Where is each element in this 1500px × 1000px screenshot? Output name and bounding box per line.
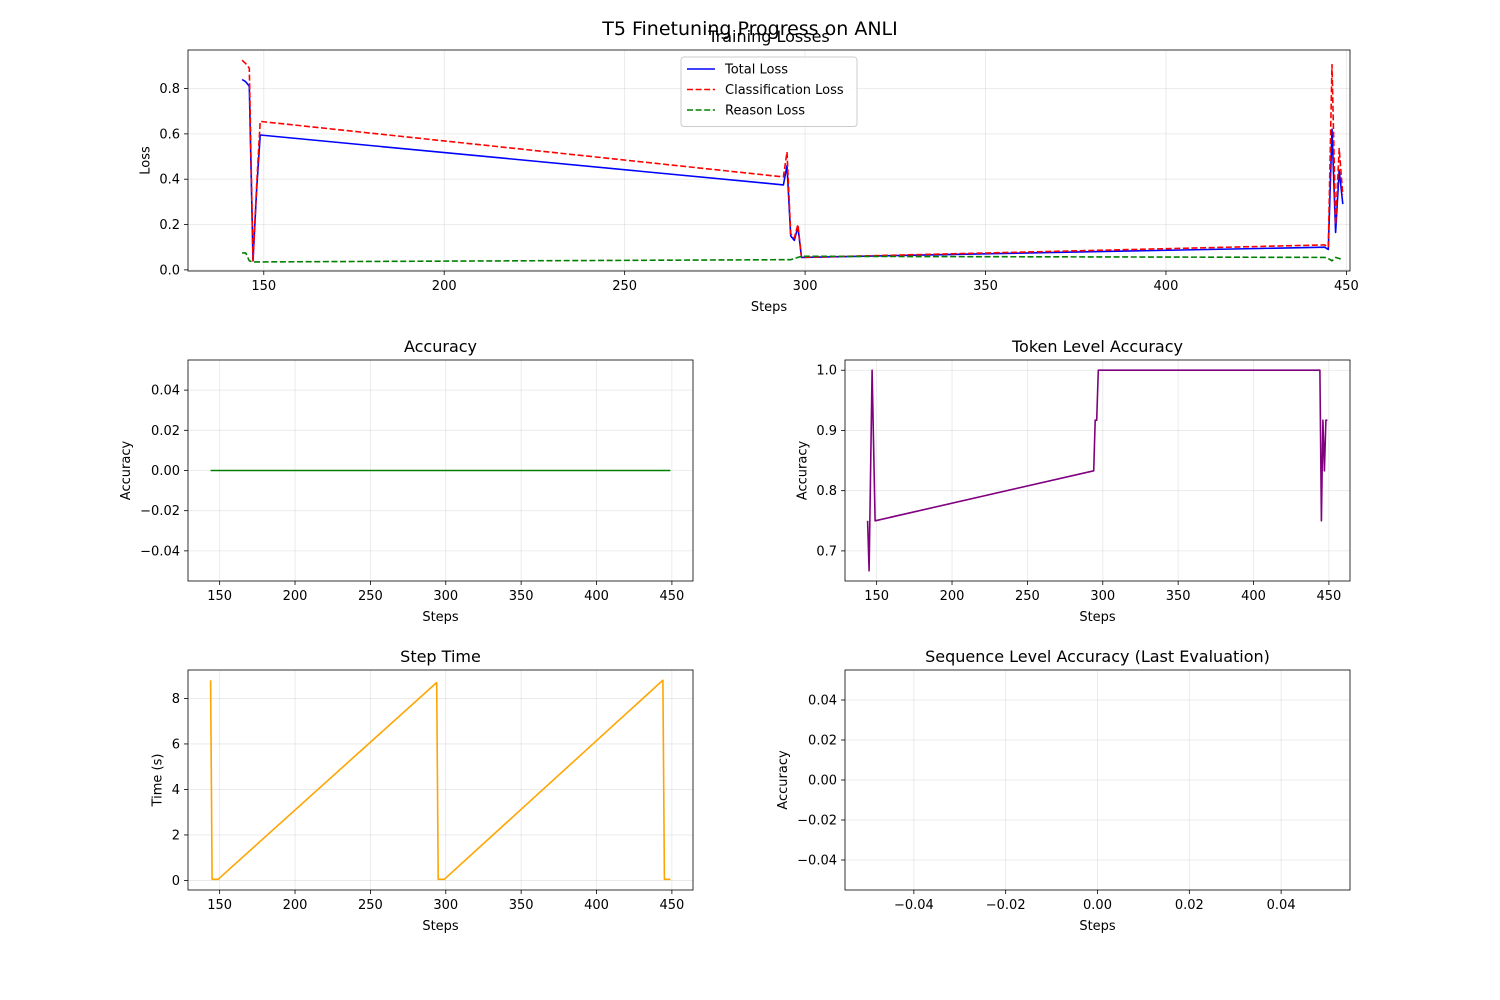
x-tick-label: 450	[659, 589, 684, 604]
y-tick-label: 1.0	[816, 364, 837, 379]
chart-accuracy: 150 200 250 300 350 400 450 −0.04 −0.02 0.00 0.02 0…	[119, 337, 694, 625]
x-tick-label: 300	[793, 279, 818, 294]
chart-title: Training Losses	[707, 27, 830, 46]
x-tick-label: 150	[207, 898, 232, 913]
chart-title: Token Level Accuracy	[1011, 337, 1183, 356]
plot-frame	[187, 669, 694, 891]
legend-box	[680, 56, 858, 127]
y-tick-label: 0.4	[159, 173, 180, 188]
chart-losses: 150 200 250 300 350 400 450 0.0 0.2 0.4 0.6 0.8 Trai…	[138, 27, 1358, 315]
x-tick-label: 200	[283, 898, 308, 913]
y-tick-label: 8	[172, 692, 180, 707]
plot-frame	[187, 49, 1351, 272]
y-tick-label: 0.8	[159, 82, 180, 97]
figure-title: T5 Finetuning Progress on ANLI	[601, 18, 897, 40]
y-tick-label: 0.00	[151, 464, 180, 479]
y-axis-label: Loss	[138, 146, 153, 175]
y-tick-label: −0.04	[140, 544, 180, 559]
x-tick-label: 0.02	[1175, 898, 1204, 913]
y-tick-label: 0.6	[159, 127, 180, 142]
y-tick-label: −0.02	[797, 814, 837, 829]
x-tick-label: 150	[864, 589, 889, 604]
plot-frame	[844, 669, 1351, 891]
x-axis-label: Steps	[1079, 919, 1116, 934]
x-tick-label: 300	[433, 898, 458, 913]
x-tick-label: 350	[509, 589, 534, 604]
plot-frame	[844, 359, 1351, 582]
x-tick-label: 400	[584, 898, 609, 913]
chart-step_time: 150 200 250 300 350 400 450 0 2 4 6 8 Step Time Steps…	[151, 647, 694, 934]
y-tick-label: 0	[172, 874, 180, 889]
y-tick-label: 2	[172, 828, 180, 843]
chart-sequence_accuracy: −0.04 −0.02 0.00 0.02 0.04 −0.04 −0.02 0.00 0.02…	[776, 647, 1351, 934]
x-tick-label: 300	[433, 589, 458, 604]
x-tick-label: 400	[1154, 279, 1179, 294]
x-tick-label: 150	[207, 589, 232, 604]
legend: Total Loss Classification Loss Reason Loss	[680, 56, 858, 127]
x-axis-label: Steps	[422, 610, 459, 625]
x-tick-label: 450	[659, 898, 684, 913]
x-axis-label: Steps	[1079, 610, 1116, 625]
y-tick-label: 0.8	[816, 484, 837, 499]
x-tick-label: 450	[1316, 589, 1341, 604]
x-tick-label: 450	[1334, 279, 1359, 294]
x-tick-label: 150	[251, 279, 276, 294]
x-tick-label: 350	[509, 898, 534, 913]
chart-title: Step Time	[400, 647, 481, 666]
y-tick-label: 0.7	[816, 544, 837, 559]
y-tick-label: 0.04	[151, 384, 180, 399]
x-tick-label: 350	[1166, 589, 1191, 604]
x-tick-label: 400	[1241, 589, 1266, 604]
y-tick-label: 0.04	[808, 694, 837, 709]
x-tick-label: 200	[940, 589, 965, 604]
x-tick-label: 250	[358, 898, 383, 913]
x-tick-label: 350	[973, 279, 998, 294]
plot-frame	[187, 359, 694, 582]
series-line-reason-loss	[242, 252, 1344, 263]
x-tick-label: 250	[612, 279, 637, 294]
x-tick-label: 400	[584, 589, 609, 604]
y-tick-label: −0.04	[797, 854, 837, 869]
chart-title: Accuracy	[404, 337, 477, 356]
x-tick-label: 200	[432, 279, 457, 294]
y-axis-label: Accuracy	[795, 441, 810, 501]
y-tick-label: 0.00	[808, 774, 837, 789]
x-tick-label: −0.04	[894, 898, 934, 913]
x-tick-label: 250	[358, 589, 383, 604]
chart-title: Sequence Level Accuracy (Last Evaluation…	[925, 647, 1270, 666]
x-tick-label: −0.02	[986, 898, 1026, 913]
y-axis-label: Accuracy	[776, 750, 791, 810]
y-tick-label: 4	[172, 783, 180, 798]
series-line-classification-loss	[241, 59, 1344, 262]
x-tick-label: 300	[1090, 589, 1115, 604]
series-line-step-time	[209, 679, 671, 881]
legend-entry: Total Loss	[724, 63, 788, 78]
y-tick-label: 0.0	[159, 263, 180, 278]
y-tick-label: 0.2	[159, 218, 180, 233]
x-tick-label: 0.04	[1267, 898, 1296, 913]
legend-entry: Classification Loss	[725, 83, 844, 98]
y-tick-label: 0.9	[816, 424, 837, 439]
series-line-token-level-accuracy	[866, 369, 1328, 572]
x-tick-label: 200	[283, 589, 308, 604]
y-tick-label: −0.02	[140, 504, 180, 519]
x-axis-label: Steps	[751, 300, 788, 315]
y-tick-label: 6	[172, 737, 180, 752]
x-tick-label: 0.00	[1083, 898, 1112, 913]
y-tick-label: 0.02	[808, 734, 837, 749]
chart-token_accuracy: 150 200 250 300 350 400 450 0.7 0.8 0.9 1.0 Token L…	[795, 337, 1351, 625]
x-tick-label: 250	[1015, 589, 1040, 604]
y-axis-label: Accuracy	[119, 441, 134, 501]
x-axis-label: Steps	[422, 919, 459, 934]
y-tick-label: 0.02	[151, 424, 180, 439]
y-axis-label: Time (s)	[151, 754, 166, 808]
legend-entry: Reason Loss	[725, 104, 805, 119]
